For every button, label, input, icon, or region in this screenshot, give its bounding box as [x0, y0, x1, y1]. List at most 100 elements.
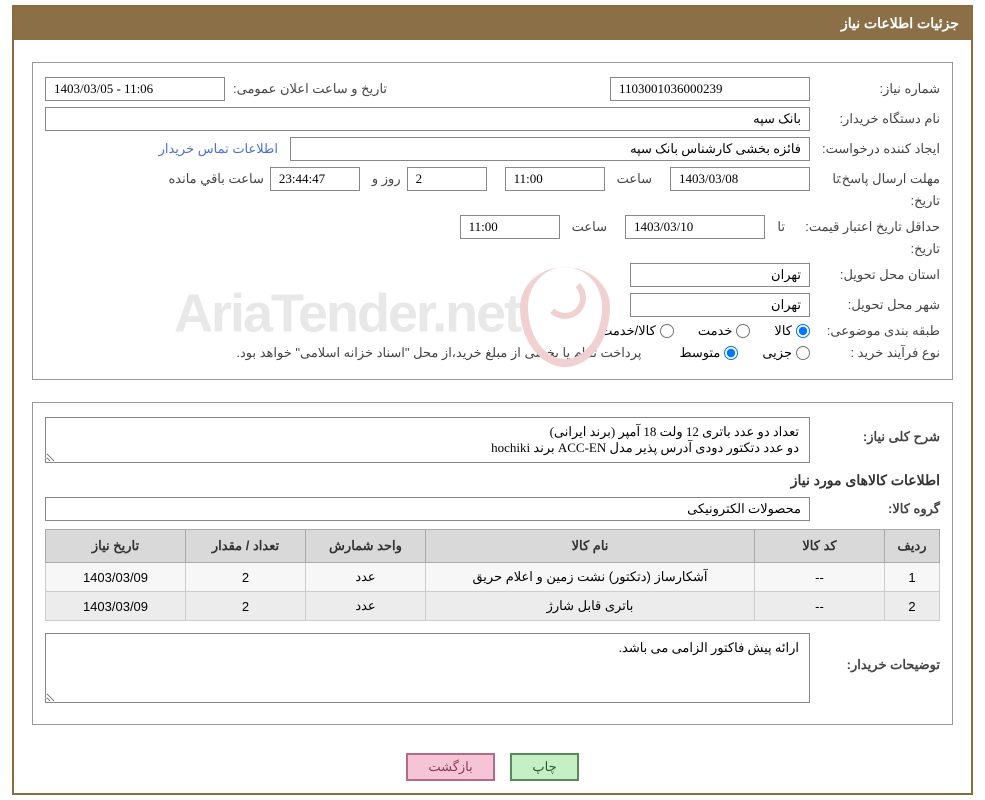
row-province: استان محل تحویل: تهران [45, 263, 940, 287]
need-number-value: 1103001036000239 [610, 77, 810, 101]
purchase-minor-label: جزیی [762, 345, 792, 361]
need-number-label: شماره نیاز: [810, 81, 940, 97]
table-col-2: نام کالا [426, 530, 755, 563]
purchase-type-radio-group: جزیی متوسط [661, 345, 810, 361]
deadline-time: 11:00 [505, 167, 605, 191]
summary-text [45, 417, 810, 463]
category-goods[interactable]: کالا [774, 323, 810, 339]
deadline-remain-label: ساعت باقي مانده [162, 171, 263, 187]
items-panel: شرح کلی نیاز: اطلاعات کالاهای مورد نیاز … [32, 402, 953, 725]
table-cell: 2 [885, 592, 940, 621]
table-col-0: ردیف [885, 530, 940, 563]
validity-time-label: ساعت [566, 219, 607, 235]
table-col-4: تعداد / مقدار [186, 530, 306, 563]
form-frame: جزئیات اطلاعات نیاز AriaTender.net شماره… [12, 5, 973, 795]
table-cell: عدد [306, 592, 426, 621]
table-cell: 1403/03/09 [46, 592, 186, 621]
main-info-panel: شماره نیاز: 1103001036000239 تاریخ و ساع… [32, 62, 953, 380]
contact-link[interactable]: اطلاعات تماس خریدار [159, 141, 278, 157]
table-cell: 1403/03/09 [46, 563, 186, 592]
row-purchase-type: نوع فرآیند خرید : جزیی متوسط پرداخت تمام… [45, 345, 940, 361]
category-goods-label: کالا [774, 323, 792, 339]
deadline-date: 1403/03/08 [670, 167, 810, 191]
table-cell: 2 [186, 563, 306, 592]
category-radio-group: کالا خدمت کالا/خدمت [582, 323, 810, 339]
category-goods-radio[interactable] [796, 324, 810, 338]
table-row: 2--باتری قابل شارژعدد21403/03/09 [46, 592, 940, 621]
validity-sub-top: تا [765, 219, 785, 235]
group-value: محصولات الکترونیکی [45, 497, 810, 521]
buyer-notes-text [45, 633, 810, 703]
buyer-org-label: نام دستگاه خریدار: [810, 111, 940, 127]
deadline-remain: 23:44:47 [270, 167, 360, 191]
province-value: تهران [630, 263, 810, 287]
category-goods-service-radio[interactable] [660, 324, 674, 338]
row-requester: ایجاد کننده درخواست: فائزه بخشی کارشناس … [45, 137, 940, 161]
announce-label: تاریخ و ساعت اعلان عمومی: [225, 81, 395, 97]
category-goods-service-label: کالا/خدمت [600, 323, 656, 339]
row-buyer-org: نام دستگاه خریدار: بانک سپه [45, 107, 940, 131]
table-cell: آشکارساز (دتکتور) نشت زمین و اعلام حریق [426, 563, 755, 592]
buyer-notes-label: توضیحات خریدار: [810, 633, 940, 673]
purchase-type-label: نوع فرآیند خرید : [810, 345, 940, 361]
row-deadline: مهلت ارسال پاسخ: تا 1403/03/08 ساعت 11:0… [45, 167, 940, 191]
table-cell: -- [755, 563, 885, 592]
validity-sub2: تاریخ: [785, 241, 940, 257]
summary-label: شرح کلی نیاز: [810, 417, 940, 445]
items-table-body: 1--آشکارساز (دتکتور) نشت زمین و اعلام حر… [46, 563, 940, 621]
items-table-head: ردیفکد کالانام کالاواحد شمارشتعداد / مقد… [46, 530, 940, 563]
validity-date: 1403/03/10 [625, 215, 765, 239]
category-service-radio[interactable] [736, 324, 750, 338]
purchase-medium-radio[interactable] [724, 346, 738, 360]
row-buyer-notes: توضیحات خریدار: [45, 633, 940, 706]
category-goods-service[interactable]: کالا/خدمت [600, 323, 674, 339]
table-cell: عدد [306, 563, 426, 592]
buyer-org-value: بانک سپه [45, 107, 810, 131]
validity-time: 11:00 [460, 215, 560, 239]
row-city: شهر محل تحویل: تهران [45, 293, 940, 317]
purchase-medium[interactable]: متوسط [679, 345, 738, 361]
city-value: تهران [630, 293, 810, 317]
validity-label: حداقل تاریخ اعتبار قیمت: [785, 219, 940, 235]
requester-label: ایجاد کننده درخواست: [810, 141, 940, 157]
announce-value: 1403/03/05 - 11:06 [45, 77, 225, 101]
table-cell: 2 [186, 592, 306, 621]
city-label: شهر محل تحویل: [810, 297, 940, 313]
button-row: چاپ بازگشت [14, 735, 971, 793]
deadline-label: مهلت ارسال پاسخ: [840, 171, 940, 187]
row-deadline-sub: تاریخ: [45, 193, 940, 209]
requester-value: فائزه بخشی کارشناس بانک سپه [290, 137, 810, 161]
print-button[interactable]: چاپ [510, 753, 578, 781]
row-validity-sub: تاریخ: [45, 241, 940, 257]
row-group: گروه کالا: محصولات الکترونیکی [45, 497, 940, 521]
table-col-1: کد کالا [755, 530, 885, 563]
row-summary: شرح کلی نیاز: [45, 417, 940, 466]
purchase-medium-label: متوسط [679, 345, 720, 361]
row-category: طبقه بندی موضوعی: کالا خدمت کالا/خدمت [45, 323, 940, 339]
deadline-days: 2 [407, 167, 487, 191]
table-row: 1--آشکارساز (دتکتور) نشت زمین و اعلام حر… [46, 563, 940, 592]
purchase-minor[interactable]: جزیی [762, 345, 810, 361]
form-title: جزئیات اطلاعات نیاز [841, 15, 959, 31]
items-table: ردیفکد کالانام کالاواحد شمارشتعداد / مقد… [45, 529, 940, 621]
category-service[interactable]: خدمت [698, 323, 751, 339]
back-button[interactable]: بازگشت [406, 753, 494, 781]
table-cell: باتری قابل شارژ [426, 592, 755, 621]
table-col-3: واحد شمارش [306, 530, 426, 563]
category-service-label: خدمت [698, 323, 733, 339]
deadline-days-label: روز و [366, 171, 401, 187]
row-need-number: شماره نیاز: 1103001036000239 تاریخ و ساع… [45, 77, 940, 101]
table-col-5: تاریخ نیاز [46, 530, 186, 563]
category-label: طبقه بندی موضوعی: [810, 323, 940, 339]
deadline-sub-top: تا [810, 171, 840, 187]
purchase-note: پرداخت تمام یا بخشی از مبلغ خرید،از محل … [230, 345, 641, 361]
deadline-time-label: ساعت [611, 171, 652, 187]
province-label: استان محل تحویل: [810, 267, 940, 283]
row-validity: حداقل تاریخ اعتبار قیمت: تا 1403/03/10 س… [45, 215, 940, 239]
form-header: جزئیات اطلاعات نیاز [14, 7, 971, 40]
deadline-sub2: تاریخ: [840, 193, 940, 209]
table-cell: 1 [885, 563, 940, 592]
table-cell: -- [755, 592, 885, 621]
purchase-minor-radio[interactable] [796, 346, 810, 360]
items-section-title: اطلاعات کالاهای مورد نیاز [45, 472, 940, 489]
